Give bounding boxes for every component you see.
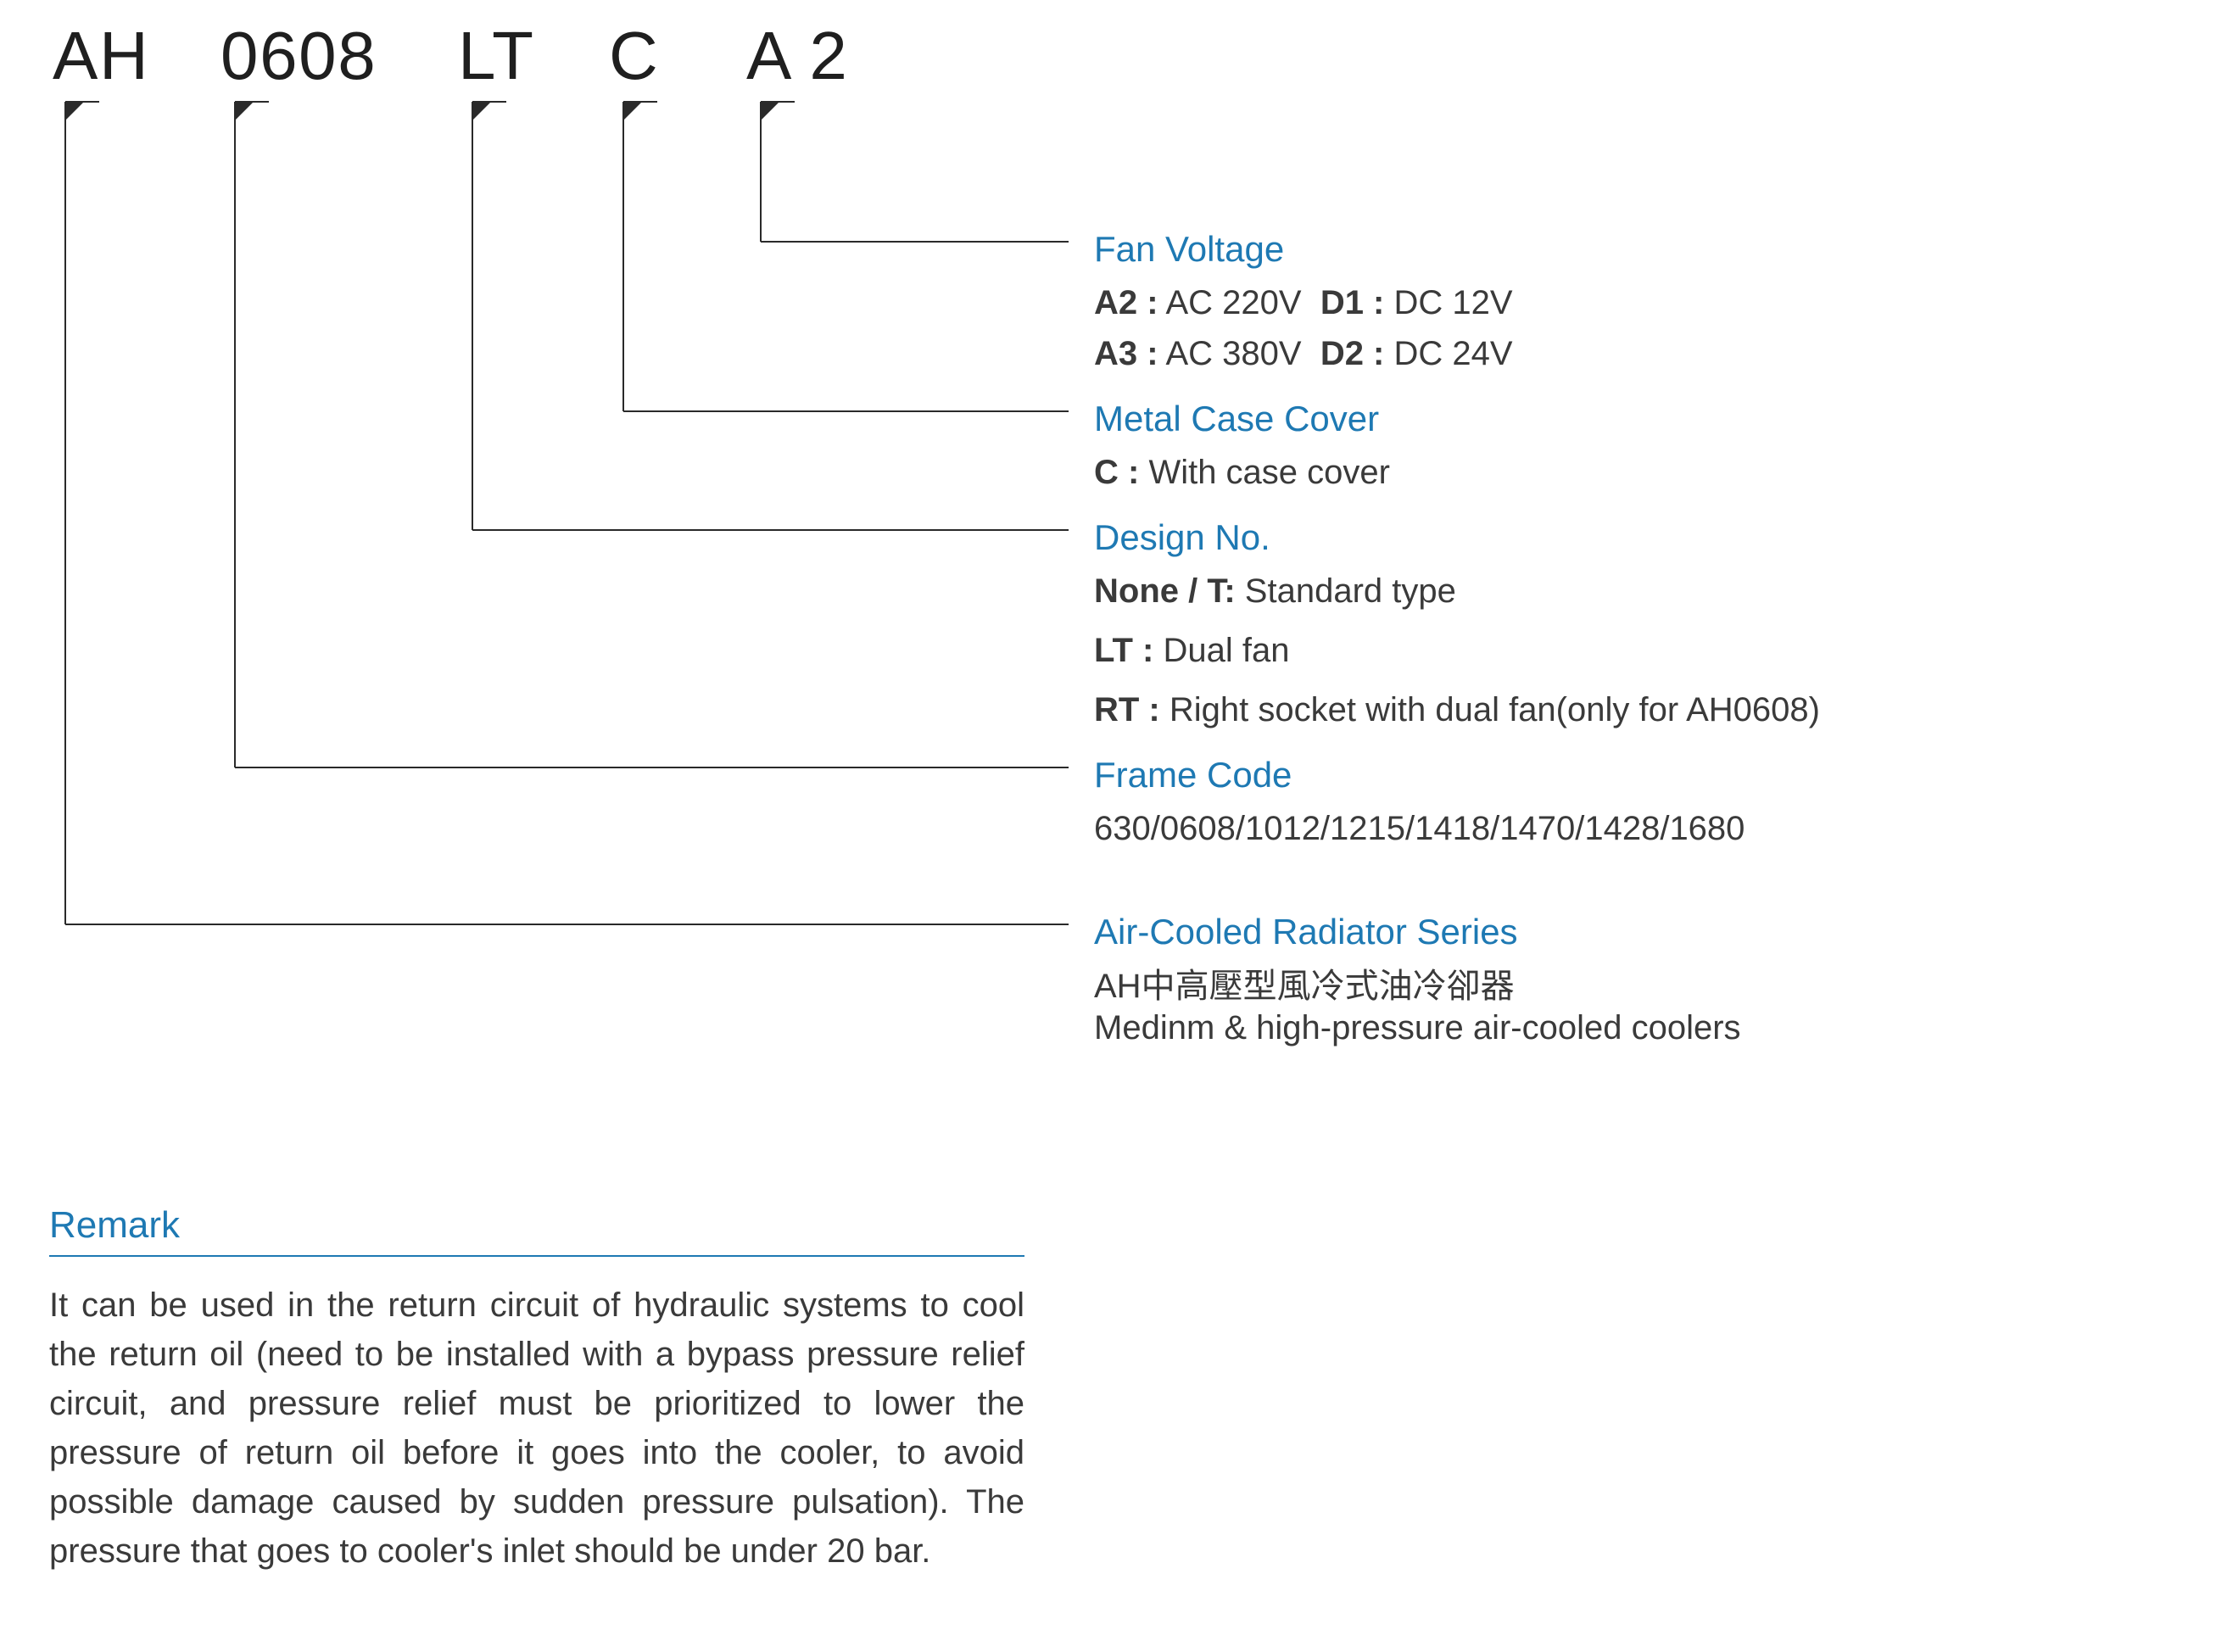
- code-segment: LT: [458, 17, 535, 95]
- section-body-line: RT : Right socket with dual fan(only for…: [1094, 691, 1820, 729]
- section-body-line: None / T: Standard type: [1094, 572, 1456, 611]
- section-title: Air-Cooled Radiator Series: [1094, 912, 1518, 952]
- section-title: Fan Voltage: [1094, 229, 1284, 270]
- remark-underline: [49, 1255, 1024, 1257]
- code-segment: 0608: [221, 17, 377, 95]
- section-body-line: C : With case cover: [1094, 454, 1390, 492]
- remark-title: Remark: [49, 1204, 180, 1247]
- section-title: Frame Code: [1094, 755, 1292, 795]
- section-body-line: 630/0608/1012/1215/1418/1470/1428/1680: [1094, 810, 1745, 848]
- remark-body: It can be used in the return circuit of …: [49, 1281, 1024, 1576]
- section-body-line: A2 : AC 220V D1 : DC 12V: [1094, 284, 1513, 322]
- section-title: Design No.: [1094, 517, 1270, 558]
- section-body-line: Medinm & high-pressure air-cooled cooler…: [1094, 1009, 1741, 1047]
- code-segment: A 2: [746, 17, 848, 95]
- section-body-line: LT : Dual fan: [1094, 632, 1289, 670]
- section-body-line: AH中高壓型風冷式油冷卻器: [1094, 958, 1515, 1007]
- code-segment: C: [609, 17, 659, 95]
- code-segment: AH: [53, 17, 149, 95]
- section-title: Metal Case Cover: [1094, 399, 1379, 439]
- section-body-line: A3 : AC 380V D2 : DC 24V: [1094, 335, 1513, 373]
